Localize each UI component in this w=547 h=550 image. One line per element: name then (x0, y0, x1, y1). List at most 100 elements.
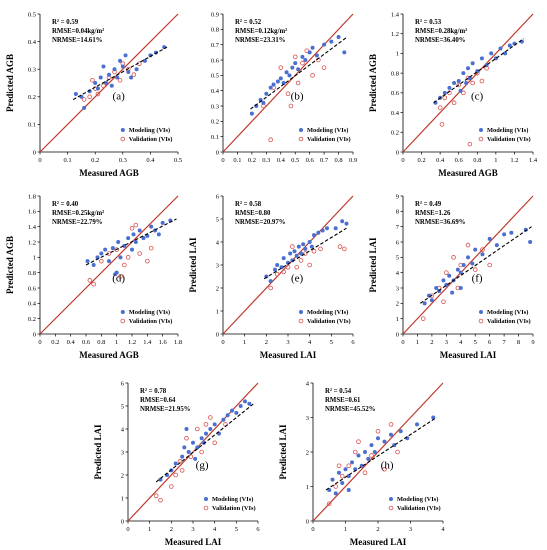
legend-validation-marker (478, 136, 484, 142)
legend-validation-label: Validation (VIs) (129, 318, 173, 325)
y-tick-label: 0.6 (28, 285, 37, 292)
modeling-point (299, 251, 303, 256)
validation-point (153, 493, 159, 499)
x-tick-label: 0 (221, 339, 224, 346)
modeling-point (363, 450, 367, 454)
legend-validation-marker (298, 136, 304, 142)
validation-point (106, 251, 112, 256)
modeling-point (455, 267, 460, 272)
y-tick-label: 7 (396, 224, 400, 231)
panel-label: (d) (112, 273, 125, 285)
validation-point (395, 449, 400, 455)
legend-modeling-label: Modeling (VIs) (487, 127, 528, 134)
validation-point (125, 255, 131, 260)
legend-modeling-marker (479, 310, 483, 314)
validation-point (382, 466, 387, 472)
validation-point (472, 267, 478, 272)
modeling-point (268, 85, 273, 90)
modeling-point (288, 251, 293, 256)
validation-point (451, 100, 457, 106)
modeling-point (325, 226, 329, 231)
validation-point (114, 247, 119, 252)
x-tick-label: 4 (213, 526, 217, 533)
validation-point (444, 270, 449, 275)
modeling-point (329, 39, 334, 44)
modeling-point (268, 279, 273, 284)
modeling-point (137, 228, 142, 233)
legend-modeling-marker (204, 497, 208, 501)
modeling-point (243, 399, 247, 404)
validation-point (87, 94, 92, 100)
x-tick-label: 3 (286, 339, 289, 346)
y-tick-label: 2 (216, 285, 219, 292)
y-tick-label: 0.6 (211, 57, 220, 64)
x-axis-title: Measured LAI (350, 537, 407, 547)
x-tick-label: 1 (243, 339, 246, 346)
x-tick-label: 0.4 (146, 157, 155, 164)
panel-label: (f) (472, 273, 483, 285)
modeling-point (123, 53, 128, 58)
modeling-point (91, 263, 96, 267)
validation-point (465, 242, 471, 248)
legend-validation-marker (120, 318, 126, 324)
modeling-point (234, 410, 239, 415)
r2-label: R² = 0.52 (235, 19, 262, 26)
x-tick-label: 2 (265, 339, 268, 346)
nrmse-label: NRMSE=36.40% (415, 37, 466, 44)
modeling-point (292, 249, 297, 254)
legend-modeling-label: Modeling (VIs) (129, 309, 170, 316)
y-tick-label: 0 (396, 149, 399, 156)
y-axis-title: Predicted LAI (278, 424, 288, 480)
modeling-point (300, 54, 305, 59)
y-tick-label: 0.4 (391, 110, 400, 117)
modeling-point (201, 440, 206, 445)
x-tick-label: 0.8 (334, 157, 342, 164)
x-tick-label: 0.7 (320, 157, 329, 164)
x-tick-label: 1.6 (159, 339, 168, 346)
validation-point (318, 246, 323, 252)
validation-point (303, 251, 308, 256)
modeling-point (284, 70, 289, 75)
modeling-point (447, 85, 452, 90)
modeling-point (503, 51, 508, 56)
one-to-one-line (312, 382, 444, 522)
modeling-point (350, 460, 354, 465)
modeling-point (118, 255, 123, 260)
validation-point (461, 90, 466, 96)
one-to-one-line (222, 13, 354, 153)
chart-panel-e: 0 1 2 3 4 5 6 0 1 2 3 4 5 6 R² = 0.58 RMSE=0.80 NRMSE=20… (188, 193, 355, 360)
y-tick-label: 0.5 (28, 11, 36, 18)
modeling-point (249, 111, 254, 116)
modeling-point (294, 253, 299, 258)
fit-line (85, 218, 177, 266)
y-tick-label: 4 (396, 270, 400, 277)
y-tick-label: 1 (33, 255, 36, 262)
y-axis-title: Predicted LAI (188, 237, 198, 293)
modeling-point (456, 79, 461, 84)
one-to-one-line (39, 195, 179, 335)
validation-point (342, 246, 347, 252)
y-tick-label: 1 (121, 495, 124, 502)
validation-point (337, 244, 343, 249)
y-tick-label: 0.4 (28, 301, 37, 308)
chart-panel-b: 0 0.1 0.2 0.3 0.4 0.5 0.6 0.7 0.8 0.9 0 0.1 0.2 0.3 0.… (211, 11, 357, 164)
x-tick-label: 4 (308, 339, 312, 346)
fit-line (325, 417, 437, 491)
modeling-point (278, 76, 283, 81)
modeling-point (434, 286, 439, 290)
legend-modeling-label: Modeling (VIs) (307, 309, 348, 316)
y-tick-label: 0.3 (28, 67, 36, 74)
validation-point (99, 258, 104, 264)
x-tick-label: 6 (256, 526, 260, 533)
x-tick-label: 0.6 (82, 339, 91, 346)
validation-point (451, 255, 456, 260)
x-tick-label: 1.2 (510, 157, 518, 164)
y-tick-label: 0 (121, 518, 124, 525)
modeling-point (281, 81, 286, 85)
modeling-point (85, 259, 90, 264)
fit-line (250, 36, 348, 110)
y-tick-label: 6 (396, 239, 400, 246)
x-tick-label: 8 (517, 339, 520, 346)
panel-label: (c) (471, 91, 484, 103)
x-tick-label: 0.5 (291, 157, 299, 164)
